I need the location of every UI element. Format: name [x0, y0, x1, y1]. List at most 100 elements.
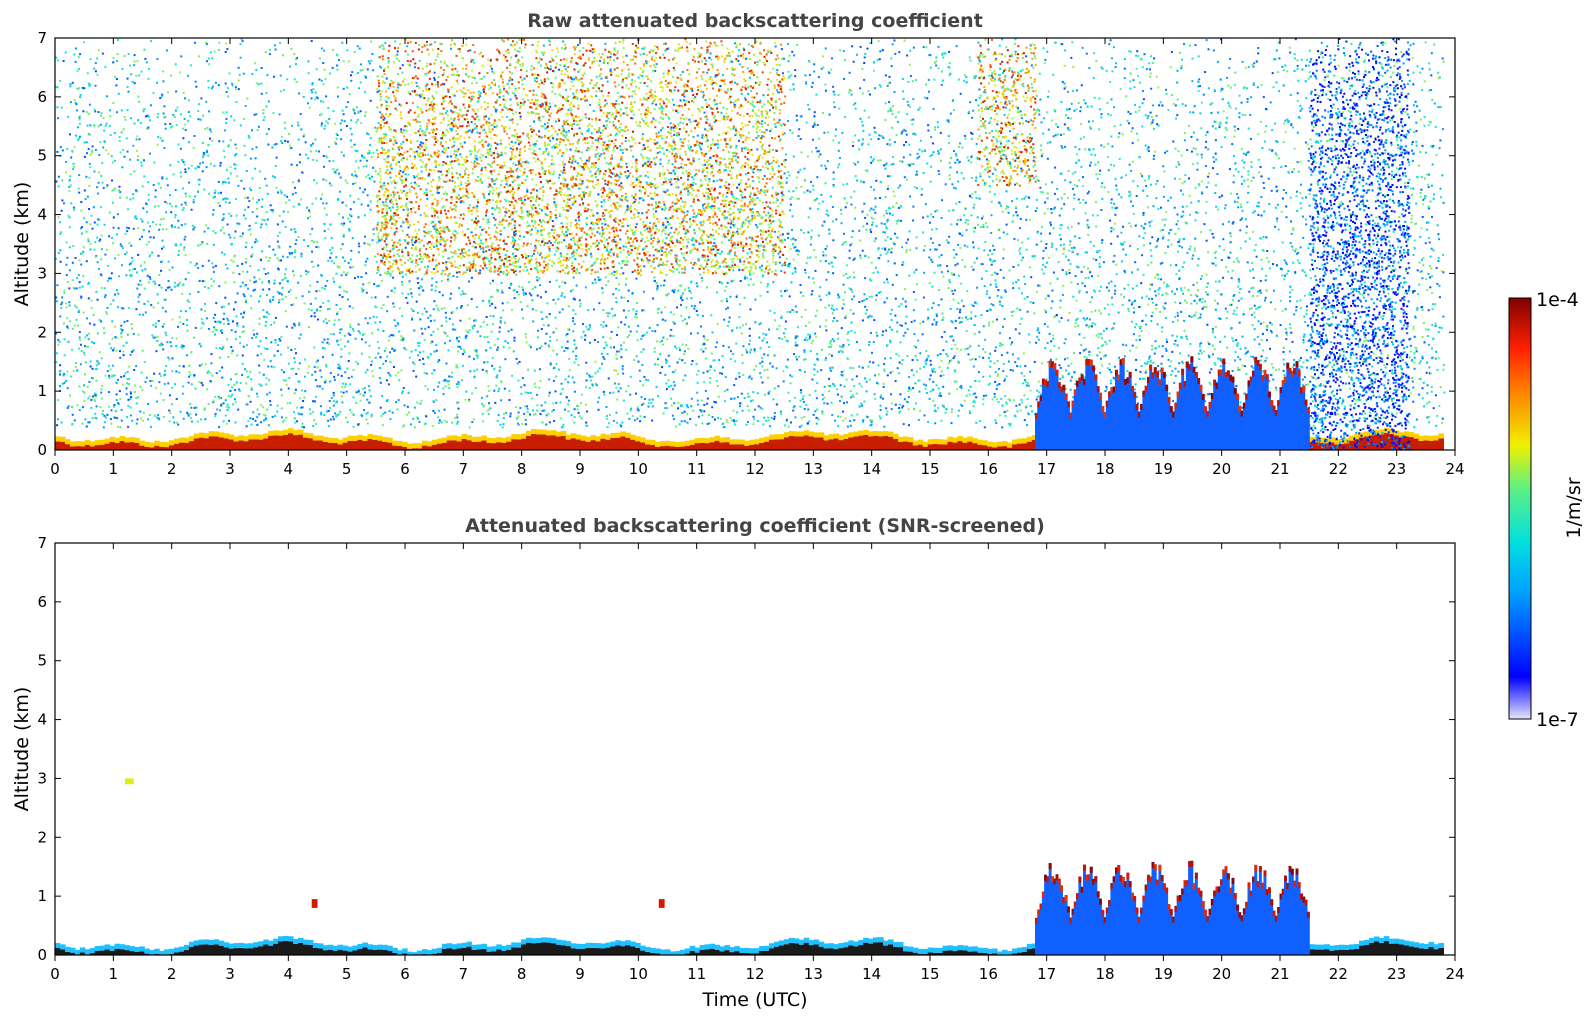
- noise-cell: [1275, 140, 1278, 143]
- bl-cell: [461, 438, 468, 450]
- noise-cell: [531, 219, 534, 222]
- noise-cell: [504, 321, 507, 324]
- noise-cell: [204, 302, 206, 305]
- noise-cell: [123, 155, 126, 158]
- noise-cell: [1130, 303, 1133, 306]
- noise-cell: [719, 417, 722, 420]
- noise-cell: [1422, 257, 1425, 259]
- noise-cell: [245, 382, 248, 385]
- noise-cell: [120, 331, 123, 333]
- noise-cell: [821, 224, 824, 227]
- noise-cell: [1237, 128, 1240, 130]
- noise-cell: [547, 412, 550, 415]
- noise-cell: [707, 205, 709, 208]
- noise-cell: [129, 274, 132, 277]
- noise-cell: [211, 139, 214, 142]
- noise-cell: [1130, 130, 1133, 133]
- noise-cell: [1134, 103, 1136, 106]
- noise-cell: [627, 309, 630, 312]
- noise-cell: [1005, 402, 1008, 405]
- noise-cell: [1229, 106, 1232, 109]
- noise-cell: [603, 357, 606, 360]
- noise-cell: [209, 128, 212, 131]
- noise-cell: [425, 73, 428, 76]
- noise-cell: [68, 301, 71, 304]
- bl-edge: [169, 440, 175, 446]
- noise-cell: [423, 235, 426, 238]
- noise-cell: [133, 268, 136, 270]
- noise-cell: [844, 206, 847, 209]
- noise-cell: [923, 365, 926, 368]
- noise-cell: [1068, 129, 1071, 132]
- noise-cell: [1278, 157, 1280, 160]
- noise-cell: [534, 286, 537, 289]
- noise-cell: [274, 414, 277, 417]
- noise-cell: [816, 176, 819, 179]
- noise-cell: [941, 70, 943, 73]
- noise-cell: [626, 336, 629, 338]
- noise-cell: [701, 280, 704, 282]
- noise-cell: [1094, 163, 1097, 166]
- noise-cell: [802, 400, 805, 403]
- noise-cell: [1091, 214, 1094, 217]
- noise-cell: [604, 42, 607, 45]
- noise-cell: [206, 127, 209, 130]
- noise-cell: [170, 345, 173, 348]
- bl-cell: [357, 439, 364, 450]
- noise-cell: [263, 358, 266, 361]
- noise-cell: [102, 187, 105, 189]
- noise-cell: [289, 289, 292, 292]
- noise-cell: [326, 338, 329, 341]
- noise-cell: [182, 248, 185, 251]
- noise-cell: [111, 179, 113, 182]
- noise-cell: [1204, 146, 1207, 149]
- noise-cell: [510, 56, 513, 59]
- noise-cell: [393, 193, 396, 196]
- noise-cell: [1221, 360, 1224, 363]
- noise-cell: [268, 288, 271, 291]
- noise-cell: [281, 135, 283, 138]
- bl-cell: [1344, 443, 1350, 450]
- noise-cell: [152, 324, 155, 327]
- noise-cell: [322, 202, 325, 205]
- noise-cell: [1018, 332, 1021, 335]
- noise-cell: [456, 422, 459, 425]
- noise-cell: [983, 285, 986, 288]
- noise-cell: [89, 153, 92, 156]
- noise-cell: [456, 232, 459, 235]
- noise-cell: [444, 378, 447, 381]
- noise-cell: [524, 423, 527, 426]
- noise-cell: [1342, 398, 1345, 401]
- noise-cell: [784, 424, 787, 427]
- noise-cell: [1187, 288, 1190, 291]
- noise-cell: [906, 355, 909, 357]
- noise-cell: [1299, 299, 1302, 302]
- noise-cell: [1288, 350, 1291, 353]
- noise-cell: [455, 307, 458, 310]
- noise-cell: [496, 124, 499, 127]
- noise-cell: [431, 425, 434, 428]
- noise-cell: [183, 117, 186, 120]
- noise-cell: [99, 206, 102, 209]
- noise-cell: [598, 104, 600, 106]
- noise-cell: [115, 78, 118, 80]
- noise-cell: [461, 250, 463, 253]
- noise-cell: [109, 134, 112, 136]
- noise-cell: [276, 257, 279, 260]
- noise-cell: [1308, 166, 1311, 169]
- noise-cell: [825, 329, 828, 332]
- noise-cell: [1228, 66, 1231, 69]
- noise-cell: [1356, 342, 1359, 345]
- noise-cell: [1310, 375, 1313, 378]
- noise-cell: [593, 339, 596, 341]
- noise-cell: [299, 333, 302, 336]
- noise-cell: [613, 346, 615, 349]
- noise-cell: [838, 295, 841, 298]
- noise-cell: [870, 216, 873, 219]
- noise-cell: [425, 372, 428, 375]
- noise-cell: [994, 419, 997, 422]
- noise-cell: [76, 70, 79, 73]
- noise-cell: [1262, 96, 1265, 99]
- bl-edge: [992, 442, 998, 448]
- noise-cell: [157, 302, 160, 305]
